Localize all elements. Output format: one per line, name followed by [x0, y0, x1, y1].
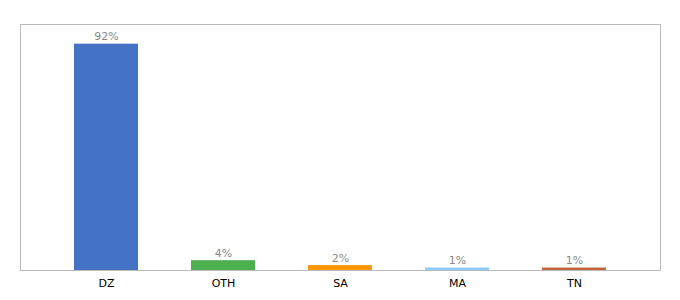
- svg-text:TN: TN: [566, 277, 582, 290]
- svg-text:1%: 1%: [449, 254, 466, 267]
- svg-text:MA: MA: [449, 277, 466, 290]
- svg-text:2%: 2%: [332, 252, 349, 265]
- svg-text:1%: 1%: [566, 254, 583, 267]
- svg-text:4%: 4%: [215, 247, 232, 260]
- svg-text:OTH: OTH: [212, 277, 236, 290]
- svg-text:92%: 92%: [94, 30, 118, 43]
- svg-text:SA: SA: [333, 277, 348, 290]
- svg-text:DZ: DZ: [98, 277, 114, 290]
